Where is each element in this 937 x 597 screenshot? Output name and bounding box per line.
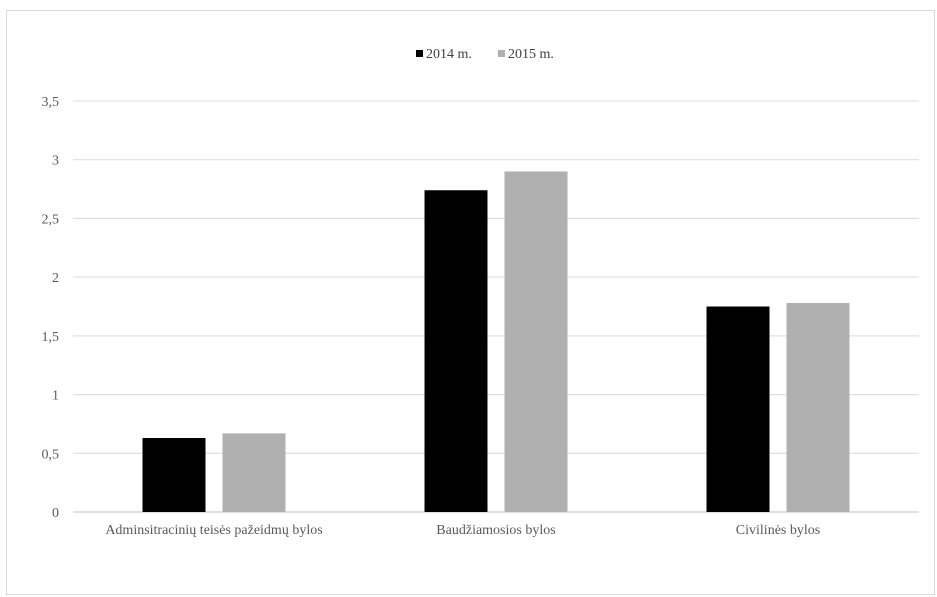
y-tick-label: 2,5 (42, 212, 60, 227)
gridlines (73, 100, 919, 513)
y-tick-label: 1 (52, 389, 59, 404)
legend-swatch (416, 50, 423, 57)
legend-label: 2014 m. (426, 47, 472, 62)
bar-2014-1 (424, 190, 488, 512)
x-tick-label: Adminsitracinių teisės pažeidmų bylos (105, 523, 322, 538)
legend-swatch (498, 50, 505, 57)
bar-2014-0 (142, 438, 206, 512)
x-tick-label: Baudžiamosios bylos (436, 523, 555, 538)
y-tick-label: 1,5 (42, 330, 60, 345)
y-axis-ticks: 0 0,5 1 1,5 2 2,5 3 3,5 (42, 95, 60, 521)
bar-2015-1 (504, 171, 568, 512)
y-tick-label: 0,5 (42, 447, 60, 462)
x-tick-label: Civilinės bylos (736, 523, 820, 538)
y-tick-label: 0 (52, 506, 59, 521)
bars (142, 171, 850, 512)
y-tick-label: 3 (52, 154, 59, 169)
bar-2015-0 (222, 433, 286, 512)
legend-label: 2015 m. (508, 47, 554, 62)
legend: 2014 m. 2015 m. (416, 47, 554, 62)
bar-2014-2 (706, 306, 770, 512)
y-tick-label: 3,5 (42, 95, 60, 110)
x-axis-ticks: Adminsitracinių teisės pažeidmų bylos Bau… (105, 523, 820, 538)
y-tick-label: 2 (52, 271, 59, 286)
bar-2015-2 (786, 302, 850, 512)
